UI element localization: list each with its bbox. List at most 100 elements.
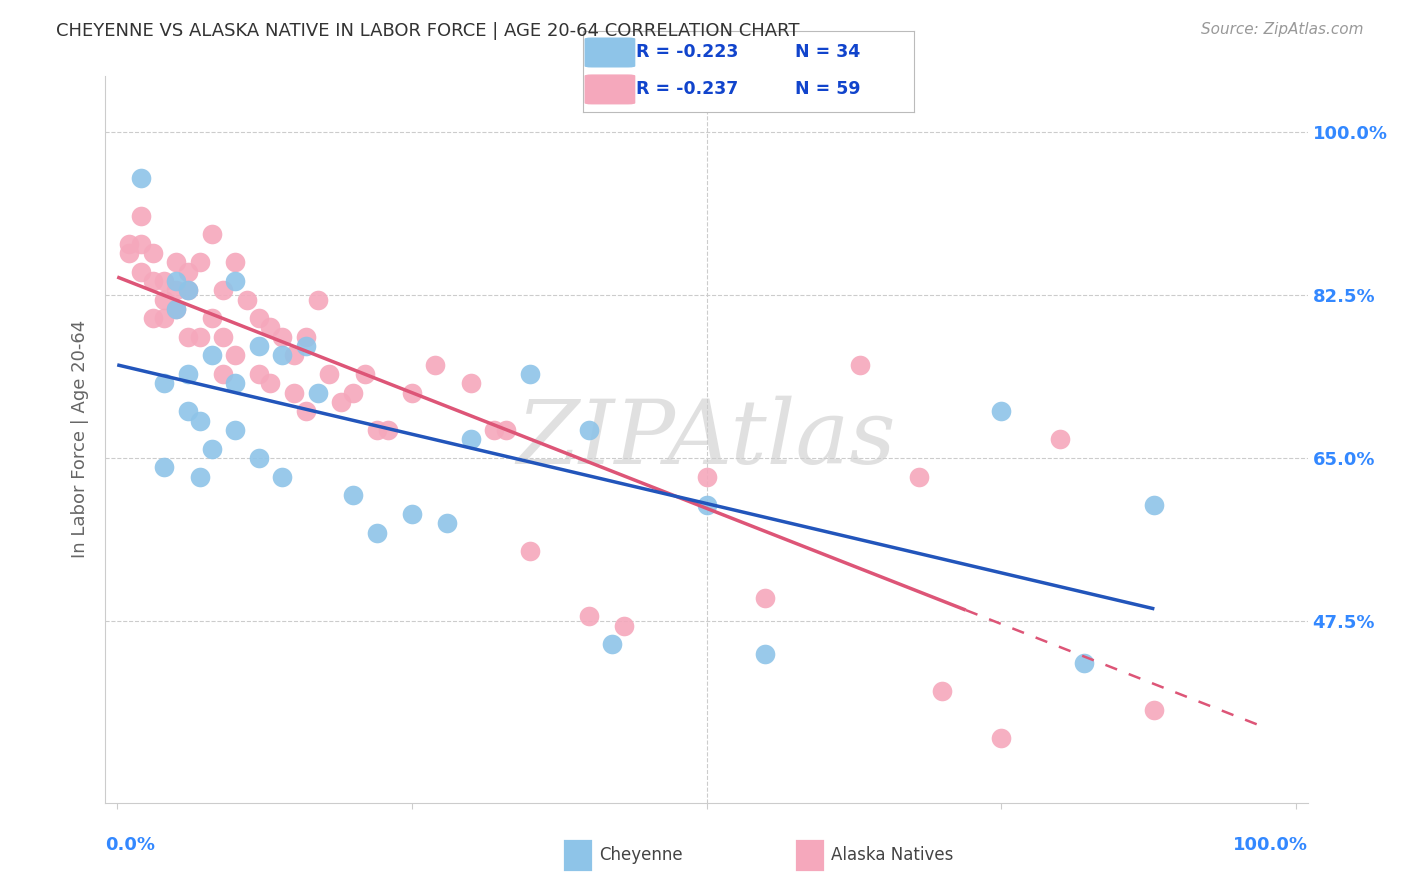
Point [212,283,235,297]
Point [495,423,517,437]
Point [366,423,388,437]
Point [129,236,152,251]
Point [200,348,222,362]
Point [295,330,318,344]
Point [188,414,211,428]
Point [177,367,200,381]
FancyBboxPatch shape [583,37,637,69]
Point [931,684,953,698]
Point [247,450,270,465]
Point [295,404,318,418]
Text: 100.0%: 100.0% [1233,836,1308,854]
Point [578,423,600,437]
Text: R = -0.223: R = -0.223 [637,44,738,62]
Point [142,246,165,260]
Text: Cheyenne: Cheyenne [599,847,682,864]
Point [188,330,211,344]
Point [696,469,718,483]
Point [754,647,776,661]
Point [142,311,165,326]
Point [224,255,246,269]
Point [212,330,235,344]
Point [212,367,235,381]
Point [1049,433,1071,447]
Text: CHEYENNE VS ALASKA NATIVE IN LABOR FORCE | AGE 20-64 CORRELATION CHART: CHEYENNE VS ALASKA NATIVE IN LABOR FORCE… [56,22,800,40]
Point [142,274,165,288]
Point [129,171,152,186]
Point [236,293,259,307]
Point [165,283,187,297]
Point [177,404,200,418]
Point [165,255,187,269]
Point [401,507,423,521]
Point [271,469,294,483]
Text: R = -0.237: R = -0.237 [637,80,738,98]
Point [200,227,222,242]
Point [188,255,211,269]
Point [247,339,270,353]
Point [283,348,305,362]
Point [353,367,375,381]
Point [247,367,270,381]
Point [129,209,152,223]
Point [224,376,246,391]
Text: ZIPAtlas: ZIPAtlas [516,396,897,483]
Point [366,525,388,540]
Point [200,311,222,326]
Point [696,498,718,512]
Point [165,274,187,288]
Point [259,376,281,391]
Point [295,339,318,353]
Point [271,348,294,362]
Text: N = 34: N = 34 [794,44,860,62]
Point [484,423,506,437]
Point [177,283,200,297]
Point [153,311,176,326]
Text: N = 59: N = 59 [794,80,860,98]
Point [165,301,187,316]
Point [224,348,246,362]
Point [436,516,458,531]
Point [848,358,870,372]
Point [118,236,141,251]
Point [990,731,1012,745]
Point [613,618,636,632]
Point [519,367,541,381]
Point [153,274,176,288]
FancyBboxPatch shape [583,73,637,105]
Point [425,358,447,372]
Point [177,330,200,344]
Point [283,385,305,400]
Text: Source: ZipAtlas.com: Source: ZipAtlas.com [1201,22,1364,37]
Point [342,385,364,400]
Point [907,469,929,483]
Point [224,274,246,288]
Point [153,460,176,475]
Point [1143,498,1166,512]
Point [342,488,364,502]
Point [990,404,1012,418]
Point [318,367,340,381]
Point [200,442,222,456]
Point [307,293,329,307]
Point [271,330,294,344]
Point [259,320,281,334]
Point [224,423,246,437]
Text: 0.0%: 0.0% [105,836,156,854]
Point [129,264,152,278]
Y-axis label: In Labor Force | Age 20-64: In Labor Force | Age 20-64 [72,320,90,558]
Point [165,301,187,316]
Point [460,433,482,447]
Point [118,246,141,260]
Point [401,385,423,400]
Point [247,311,270,326]
Point [153,293,176,307]
Point [330,395,353,409]
Text: Alaska Natives: Alaska Natives [831,847,953,864]
Point [460,376,482,391]
Point [177,264,200,278]
Point [1143,703,1166,717]
Point [153,376,176,391]
Point [578,609,600,624]
Point [307,385,329,400]
